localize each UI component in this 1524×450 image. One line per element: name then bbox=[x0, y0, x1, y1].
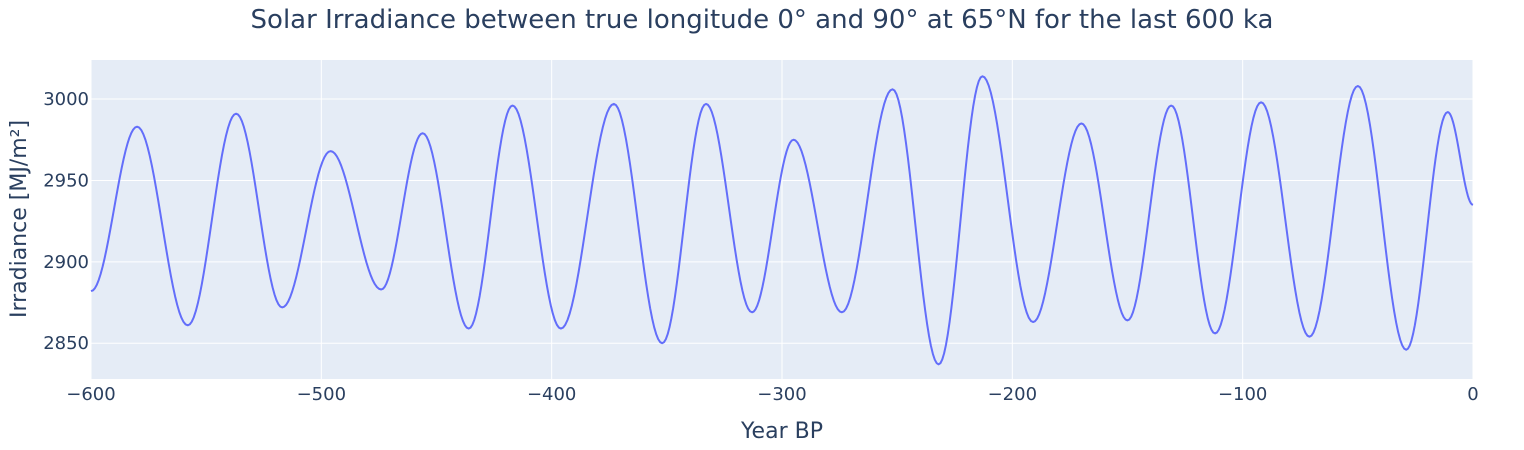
y-tick-label: 2950 bbox=[43, 170, 89, 191]
series-layer bbox=[90, 75, 1474, 366]
x-axis-ticks: −600 −500 −400 −300 −200 −100 0 bbox=[66, 384, 1478, 405]
y-tick-label: 3000 bbox=[43, 89, 89, 110]
y-tick-label: 2850 bbox=[43, 333, 89, 354]
x-tick-label: 0 bbox=[1467, 384, 1478, 405]
y-axis-title: Irradiance [MJ/m²] bbox=[7, 120, 32, 318]
x-tick-label: −300 bbox=[757, 384, 806, 405]
x-tick-label: −500 bbox=[297, 384, 346, 405]
series-line bbox=[90, 75, 1474, 366]
x-tick-label: −200 bbox=[988, 384, 1037, 405]
y-tick-label: 2900 bbox=[43, 252, 89, 273]
x-tick-label: −400 bbox=[527, 384, 576, 405]
x-axis-title: Year BP bbox=[740, 419, 823, 444]
x-tick-label: −600 bbox=[66, 384, 115, 405]
x-tick-label: −100 bbox=[1218, 384, 1267, 405]
chart-title: Solar Irradiance between true longitude … bbox=[251, 5, 1274, 35]
y-axis-ticks: 2850 2900 2950 3000 bbox=[43, 89, 89, 354]
